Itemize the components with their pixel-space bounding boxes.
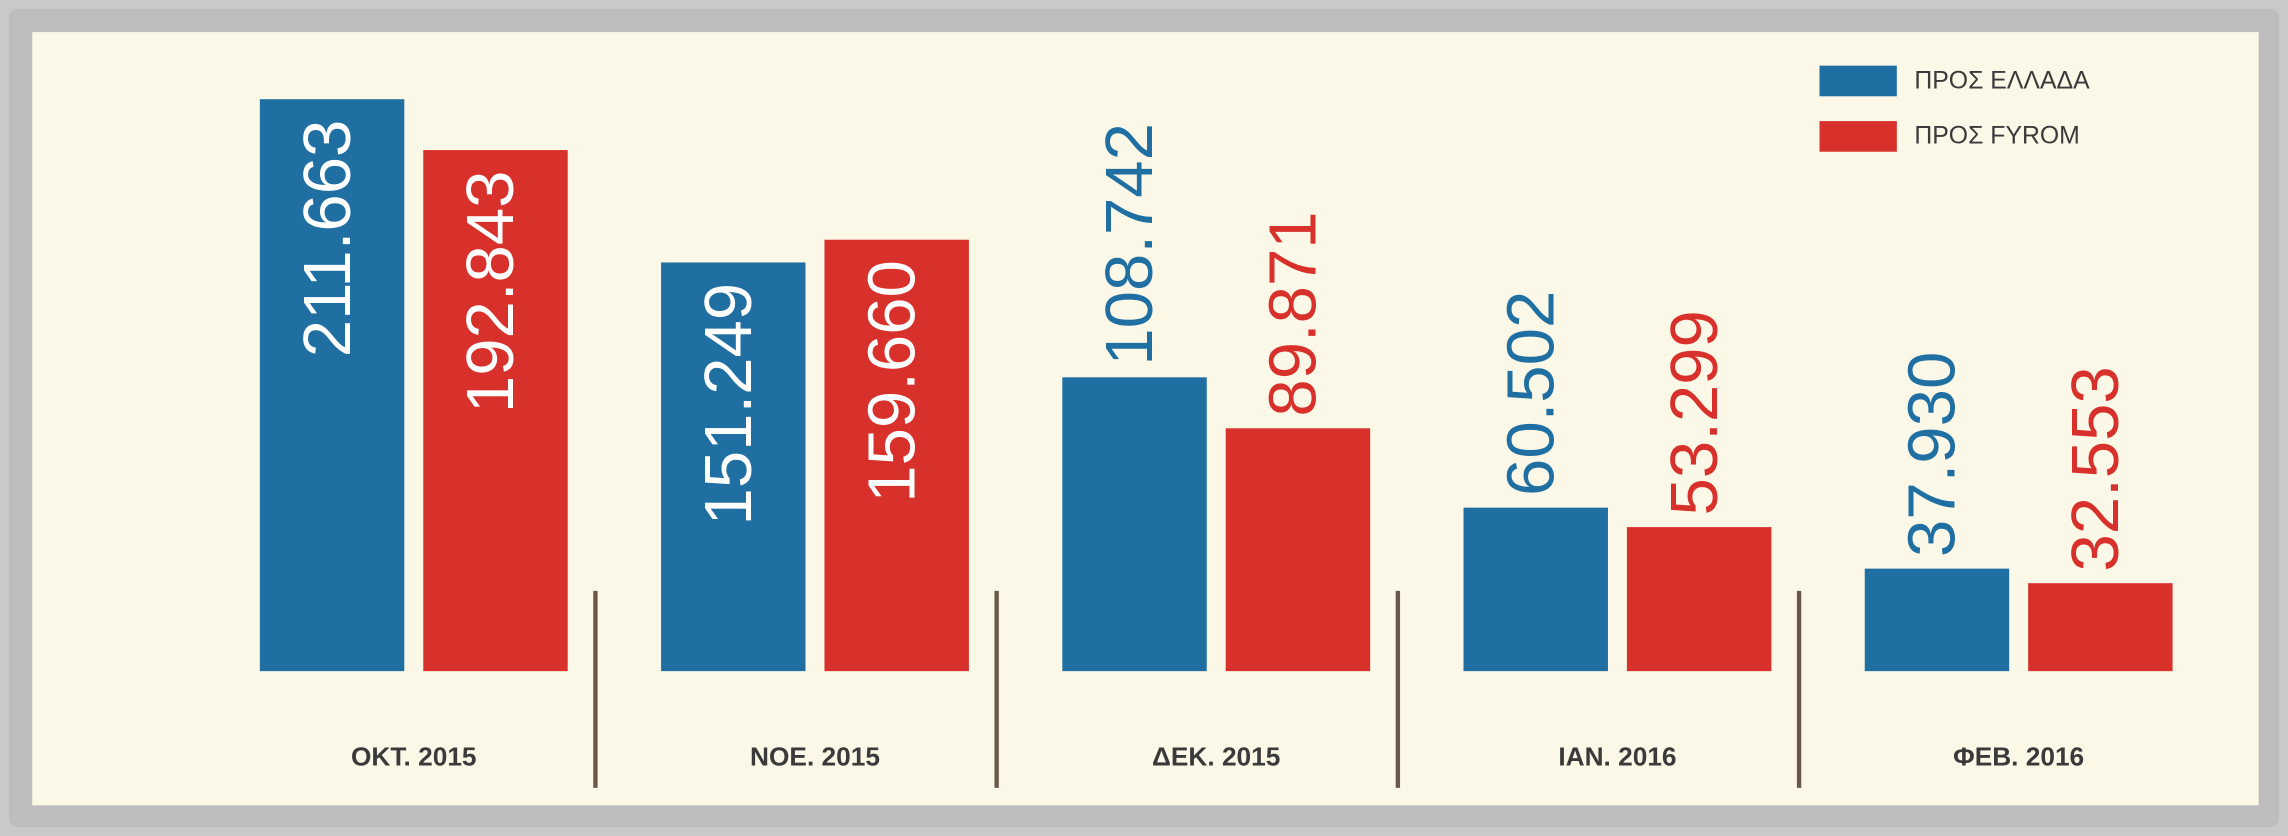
bar [1864,568,2010,672]
bar [1062,377,1207,672]
bar [1225,428,1371,672]
value-label: 159.660 [854,260,929,503]
value-label: 32.553 [2058,366,2133,571]
value-label: 151.249 [691,283,766,526]
value-label: 37.930 [1895,352,1970,557]
legend-label: ΠΡΟΣ FYROM [1914,123,2079,150]
x-tick-label: ΦΕΒ. 2016 [1953,742,2084,772]
value-label: 192.843 [453,170,528,413]
x-tick-label: ΝΟΕ. 2015 [750,742,880,772]
bar [661,262,806,672]
value-label: 53.299 [1657,310,1732,515]
value-label: 108.742 [1092,123,1167,366]
legend-swatch [1819,121,1897,152]
value-label: 60.502 [1493,291,1568,496]
bar [423,150,568,672]
x-tick-label: ΔΕΚ. 2015 [1152,742,1280,772]
x-tick-label: ΙΑΝ. 2016 [1558,742,1676,772]
bar [824,239,969,672]
bar [2028,583,2173,672]
bar [1463,507,1608,672]
x-tick-label: ΟΚΤ. 2015 [351,742,477,772]
legend-label: ΠΡΟΣ ΕΛΛΑΔΑ [1914,67,2090,94]
bar [259,99,405,672]
bar [1626,527,1772,672]
value-label: 89.871 [1256,211,1331,416]
legend-swatch [1819,65,1897,97]
value-label: 211.663 [290,120,365,358]
